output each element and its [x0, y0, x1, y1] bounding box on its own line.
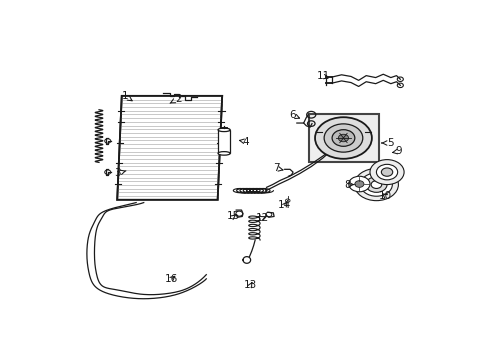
Ellipse shape [218, 128, 230, 132]
Text: 5: 5 [381, 138, 393, 148]
Circle shape [285, 199, 289, 202]
Circle shape [324, 124, 362, 152]
Text: 1: 1 [121, 91, 132, 101]
Circle shape [381, 168, 392, 176]
Text: 15: 15 [226, 211, 240, 221]
Text: 3: 3 [114, 168, 126, 179]
Text: 11: 11 [316, 72, 329, 81]
Circle shape [376, 164, 397, 180]
Bar [309, 114, 379, 162]
Text: 13: 13 [244, 280, 257, 290]
Circle shape [331, 130, 354, 146]
Text: 6: 6 [288, 110, 299, 120]
Text: 2: 2 [170, 94, 182, 104]
Circle shape [338, 134, 348, 142]
Circle shape [370, 181, 381, 188]
Ellipse shape [218, 152, 230, 155]
Text: 9: 9 [392, 146, 402, 156]
Text: 14: 14 [278, 201, 291, 210]
Circle shape [360, 173, 391, 196]
Circle shape [369, 159, 403, 185]
Circle shape [314, 117, 371, 159]
Polygon shape [117, 96, 222, 200]
Circle shape [365, 177, 386, 192]
Circle shape [354, 181, 363, 187]
Text: 16: 16 [164, 274, 177, 284]
Circle shape [354, 168, 398, 201]
Circle shape [348, 176, 369, 192]
Text: 8: 8 [343, 180, 353, 190]
Text: 12: 12 [256, 213, 269, 223]
Text: 4: 4 [239, 136, 249, 147]
Text: 10: 10 [378, 191, 391, 201]
Text: 7: 7 [272, 163, 283, 174]
Bar [218, 130, 230, 153]
